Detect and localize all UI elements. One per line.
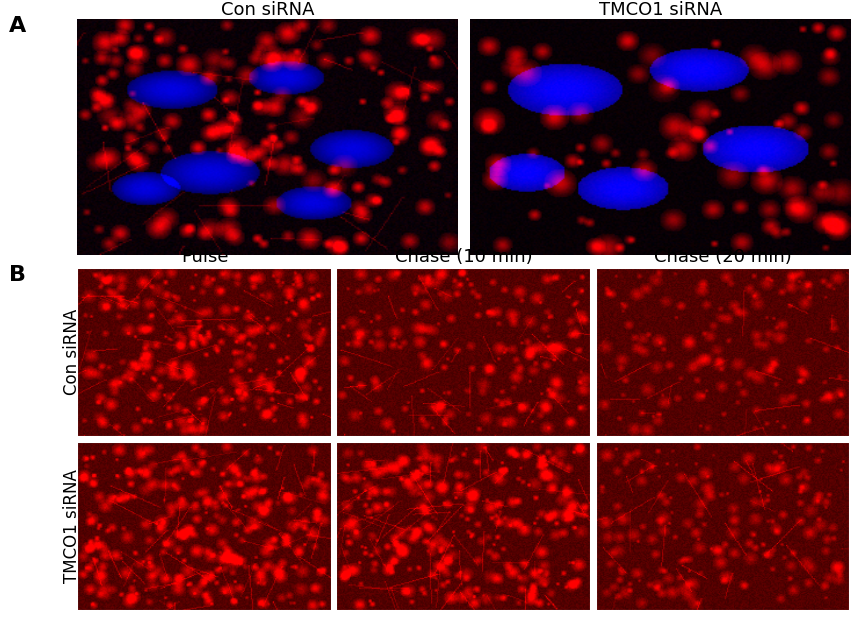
Text: B: B (9, 265, 26, 285)
Title: TMCO1 siRNA: TMCO1 siRNA (599, 1, 722, 19)
Y-axis label: Con siRNA: Con siRNA (63, 309, 81, 396)
Title: Chase (10 min): Chase (10 min) (395, 248, 533, 266)
Text: A: A (9, 16, 26, 36)
Title: Pulse: Pulse (181, 248, 228, 266)
Title: Chase (20 min): Chase (20 min) (654, 248, 792, 266)
Title: Con siRNA: Con siRNA (221, 1, 314, 19)
Y-axis label: TMCO1 siRNA: TMCO1 siRNA (63, 469, 81, 583)
